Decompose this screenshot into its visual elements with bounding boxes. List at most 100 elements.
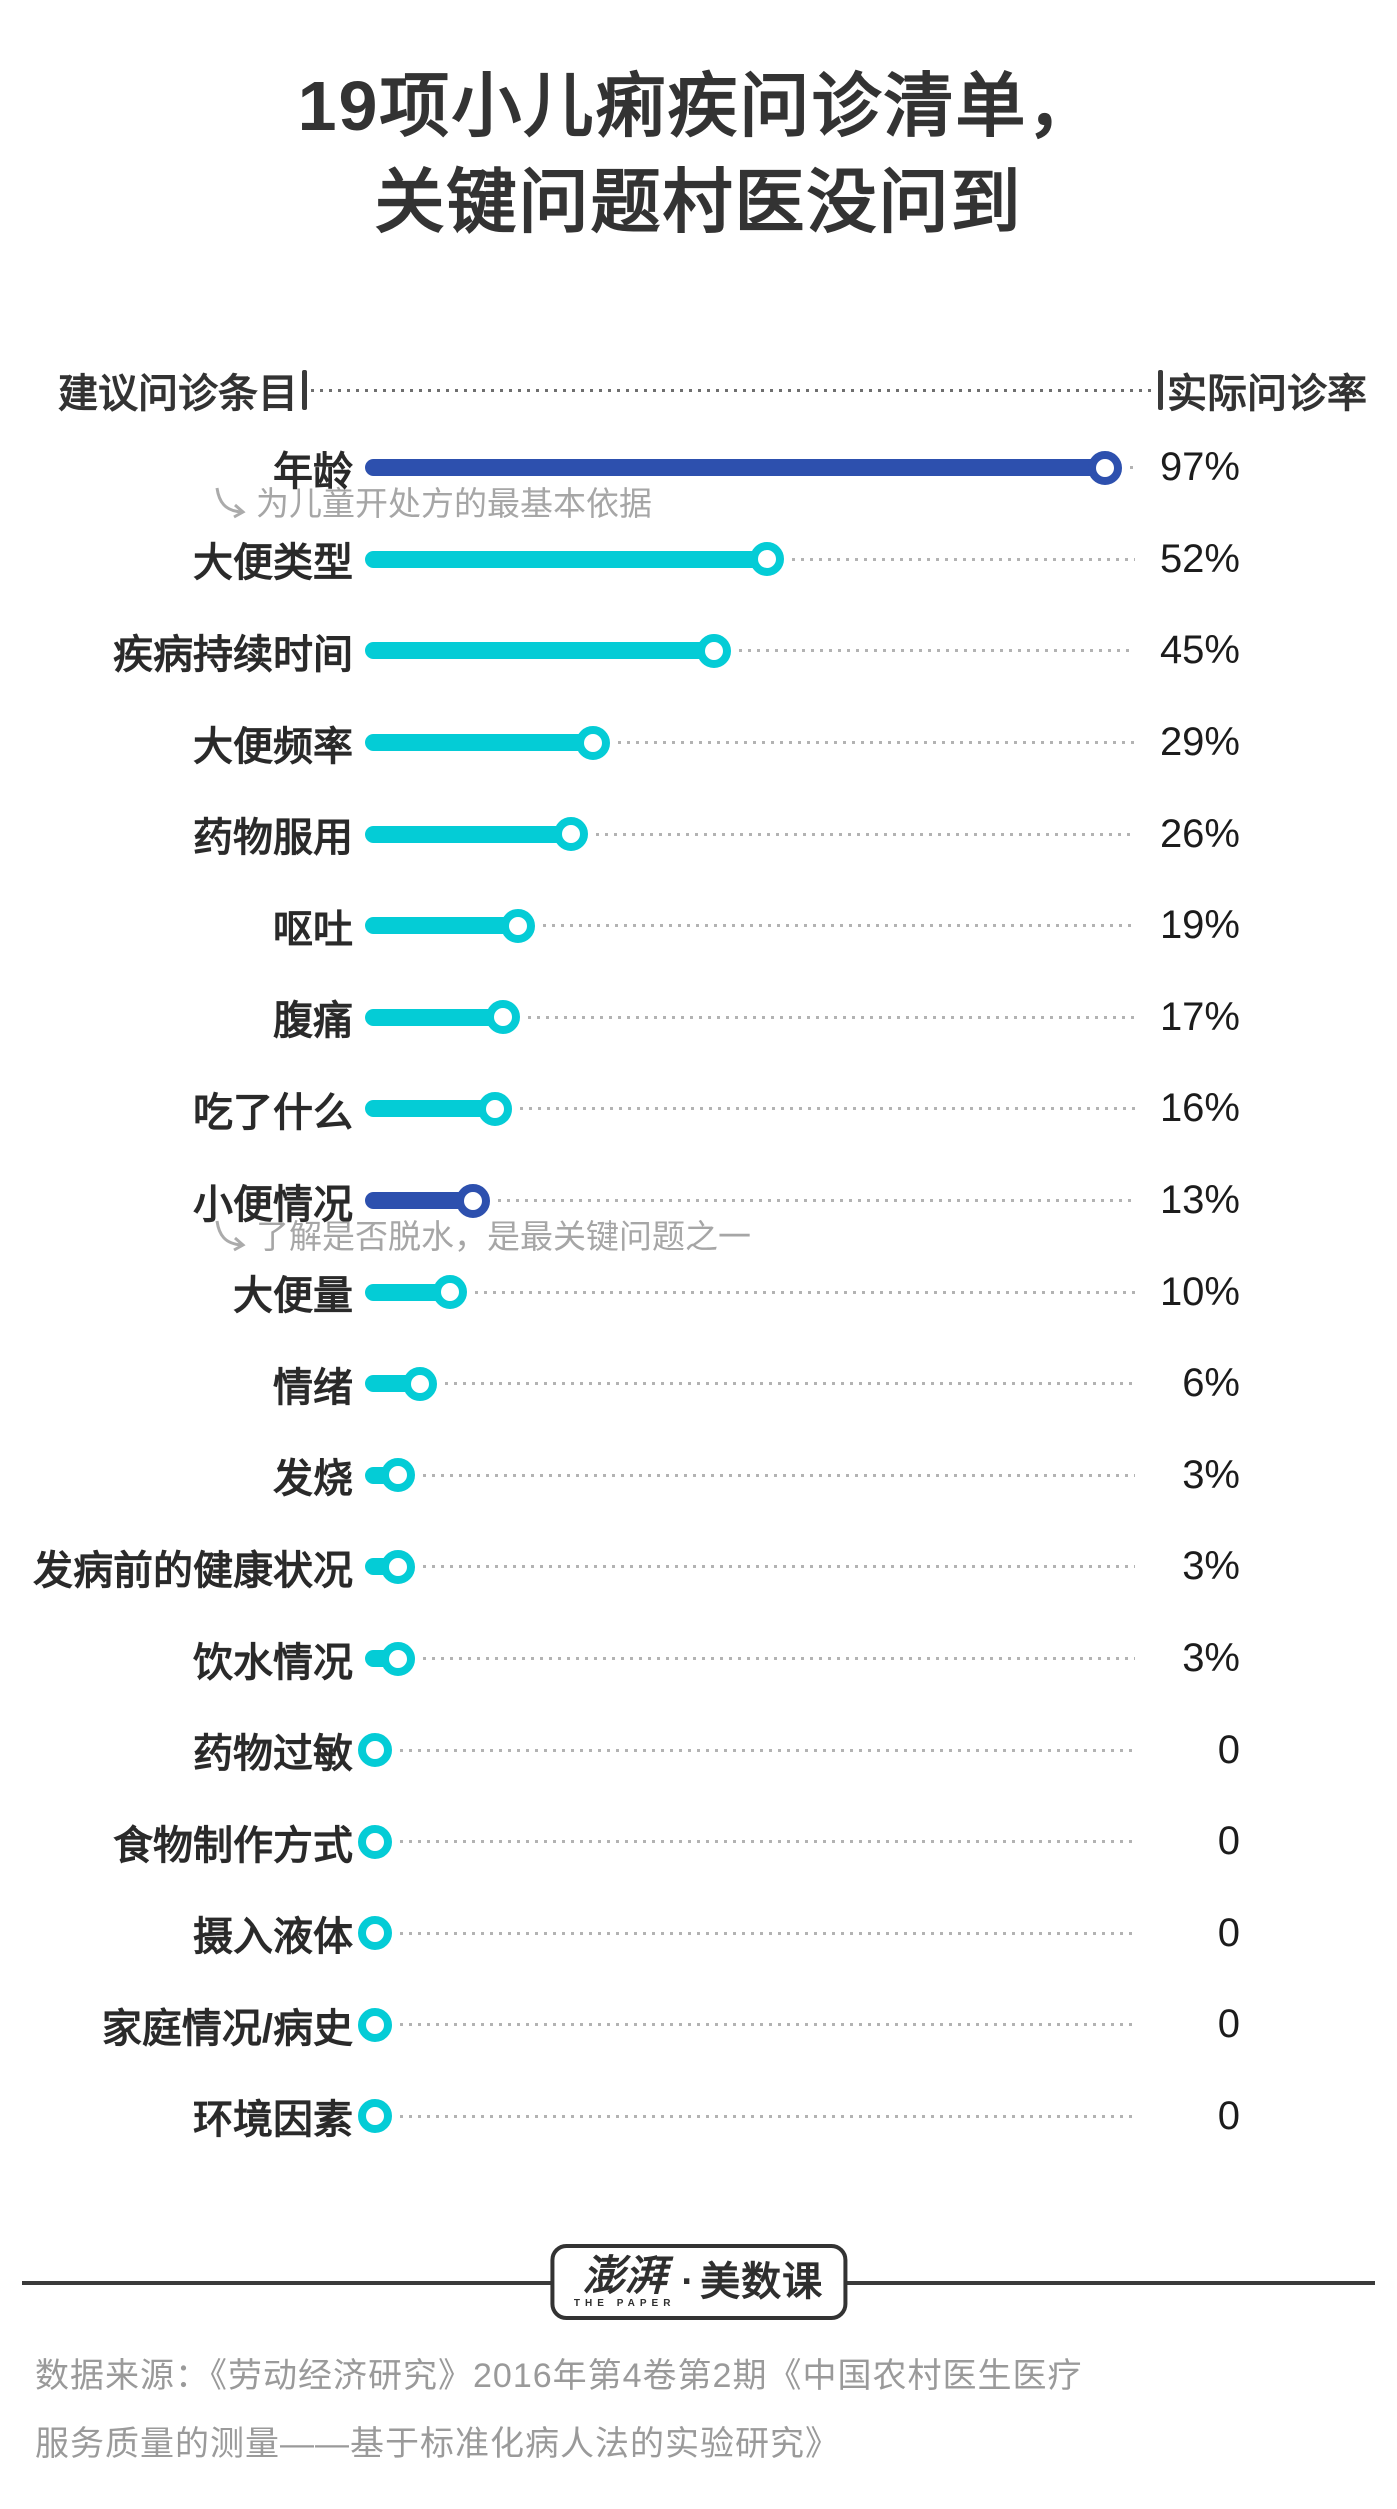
page-title: 19项小儿痢疾问诊清单， 关键问题村医没问到 [0,58,1397,250]
bar-endpoint-ring [358,1916,392,1951]
chart-row: 呕吐 19% [0,880,1397,972]
category-label: 食物制作方式 [113,1823,353,1868]
bar-track [365,994,1135,1040]
bar-endpoint-ring [380,1458,415,1493]
annotation: 为儿童开处方的最基本依据 [212,484,652,524]
category-label: 年龄 [273,449,353,494]
value-label: 19% [1159,903,1240,948]
dotted-leader [400,1748,1135,1752]
value-label: 3% [1182,1544,1240,1589]
bar-endpoint-ring [380,1641,415,1676]
annotation-text: 为儿童开处方的最基本依据 [256,485,652,522]
bar-track [365,628,1135,674]
bar-endpoint-ring [553,817,588,852]
value-label: 3% [1182,1636,1240,1681]
chart-row: 大便类型 52% [0,514,1397,606]
chart-row: 吃了什么 16% [0,1063,1397,1155]
dotted-leader [738,649,1135,653]
category-label: 大便频率 [193,724,353,769]
value-label: 0 [1217,1819,1240,1864]
chart-row: 环境因素 0 [0,2071,1397,2163]
chart-row: 大便量 10% [0,1246,1397,1338]
bar-endpoint-ring [576,725,611,760]
value-label: 0 [1217,1727,1240,1772]
bar-endpoint-ring [486,1000,520,1035]
bar-endpoint-ring [696,633,731,668]
value-label: 26% [1159,811,1240,856]
category-label: 情绪 [273,1365,353,1410]
value-label: 16% [1159,1086,1240,1131]
logo-brand-stack: 澎湃 THE PAPER [574,2254,676,2310]
bar-endpoint-ring [358,2099,392,2134]
bar-endpoint-ring [501,908,536,943]
category-label: 大便类型 [193,541,353,586]
bar-track [358,2002,1135,2048]
data-source-note: 数据来源：《劳动经济研究》2016年第4卷第2期《中国农村医生医疗 服务质量的测… [35,2342,1357,2478]
bar-track [365,1269,1135,1315]
bar-track [358,1910,1135,1956]
bar [365,1100,496,1118]
dotted-leader [1130,466,1135,470]
bar-endpoint-ring [358,1824,392,1859]
column-header-left-label: 建议问诊条目 [58,372,298,416]
category-label: 疾病持续时间 [113,632,353,677]
bar [365,1283,451,1301]
dotted-leader [400,1840,1135,1844]
chart-row: 摄入液体 0 [0,1888,1397,1980]
bar-track [365,1452,1135,1498]
bar-track [365,903,1135,949]
value-label: 0 [1217,1910,1240,1955]
value-label: 45% [1159,628,1240,673]
column-header: 建议问诊条目 实际问诊率 [58,362,1367,418]
chart-row: 年龄 97% 为儿童开处方的最基本依据 [0,422,1397,522]
bar-endpoint-ring [380,1549,415,1584]
chart-row: 情绪 6% [0,1338,1397,1430]
dotted-leader [497,1199,1135,1203]
chart-row: 发烧 3% [0,1430,1397,1522]
category-label: 药物服用 [193,816,353,861]
data-source-line1: 数据来源：《劳动经济研究》2016年第4卷第2期《中国农村医生医疗 [35,2357,1083,2395]
bar-track [365,445,1135,491]
right-tick-mark [1158,370,1163,410]
value-label: 6% [1182,1361,1240,1406]
category-label: 饮水情况 [193,1640,353,1685]
dotted-leader [791,557,1135,561]
category-label: 吃了什么 [193,1090,353,1135]
bar-track [365,1636,1135,1682]
chart-row: 腹痛 17% [0,972,1397,1064]
bar-endpoint-ring [358,1733,392,1768]
logo-separator-dot: · [681,2261,695,2303]
dotted-leader [543,924,1135,928]
bar-track [365,1178,1135,1224]
dotted-leader [475,1290,1135,1294]
bar-track [358,1727,1135,1773]
value-label: 52% [1159,536,1240,581]
bar [365,734,594,752]
chart-row: 大便频率 29% [0,697,1397,789]
bar [365,1008,503,1026]
chart-row: 发病前的健康状况 3% [0,1521,1397,1613]
bar [365,550,767,568]
dotted-leader [422,1473,1135,1477]
value-label: 0 [1217,2002,1240,2047]
dotted-leader [422,1657,1135,1661]
category-label: 家庭情况/病史 [101,2006,353,2051]
chart-rows: 年龄 97% 为儿童开处方的最基本依据大便类型 52% 疾病持续时间 45% 大便频率 29%… [0,422,1397,2162]
bar-endpoint-ring [433,1275,468,1310]
dotted-leader [400,2023,1135,2027]
value-label: 10% [1159,1269,1240,1314]
bar-track [365,811,1135,857]
category-label: 大便量 [233,1274,353,1319]
dotted-leader [520,1107,1135,1111]
chart-row: 药物服用 26% [0,788,1397,880]
bar-track [365,1361,1135,1407]
bar-endpoint-ring [749,542,784,577]
value-label: 13% [1159,1178,1240,1223]
bar-endpoint-ring [478,1091,513,1126]
category-label: 呕吐 [273,907,353,952]
logo-suffix-text: 美数课 [700,2260,824,2304]
category-label: 发烧 [273,1457,353,1502]
dotted-leader [618,741,1135,745]
bar-endpoint-ring [358,2007,392,2042]
